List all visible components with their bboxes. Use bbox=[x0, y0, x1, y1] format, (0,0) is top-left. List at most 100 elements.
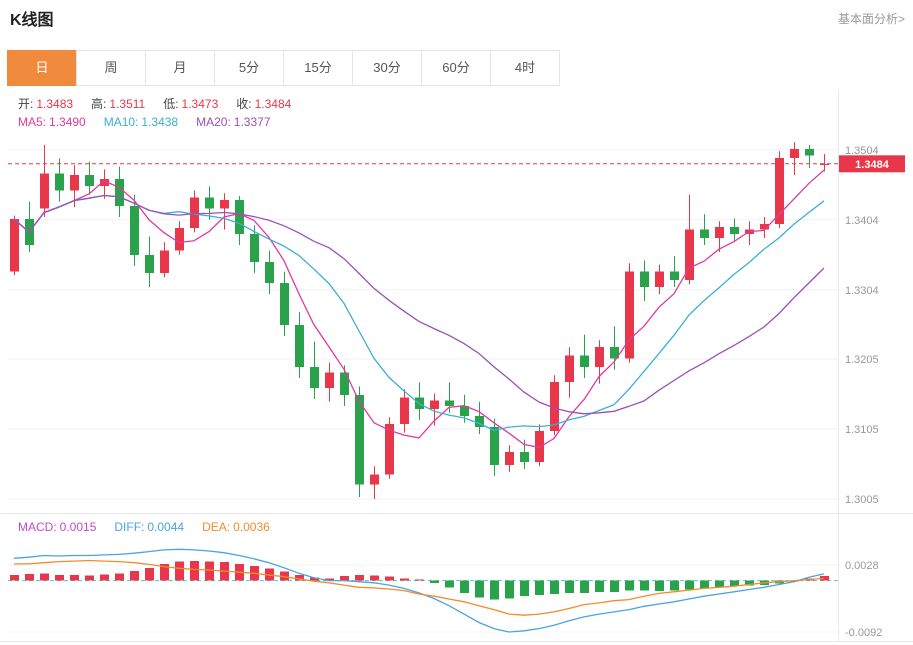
candle[interactable] bbox=[715, 226, 724, 238]
ma5-line bbox=[13, 169, 825, 449]
ma-info: MA5: 1.3490 MA10: 1.3438 MA20: 1.3377 bbox=[18, 115, 271, 129]
y-axis-label: 1.3504 bbox=[845, 145, 879, 157]
macd-bar bbox=[160, 563, 169, 581]
ohlc-info: 开: 1.3483 高: 1.3511 低: 1.3473 收: 1.3484 bbox=[18, 95, 291, 112]
macd-bar bbox=[430, 580, 439, 583]
y-axis-label: 1.3005 bbox=[845, 494, 879, 506]
candle[interactable] bbox=[100, 179, 109, 187]
candle[interactable] bbox=[70, 175, 79, 191]
macd-bar bbox=[55, 575, 64, 581]
candle[interactable] bbox=[460, 406, 469, 416]
candle[interactable] bbox=[220, 200, 229, 209]
candle[interactable] bbox=[775, 158, 784, 224]
y-axis-label: 1.3205 bbox=[845, 354, 879, 366]
candle[interactable] bbox=[475, 415, 484, 427]
candle[interactable] bbox=[700, 229, 709, 238]
macd-bar bbox=[25, 573, 34, 581]
candle[interactable] bbox=[310, 366, 319, 388]
candles-layer[interactable] bbox=[10, 142, 829, 500]
candle[interactable] bbox=[805, 149, 814, 156]
macd-bar bbox=[505, 580, 514, 599]
candle[interactable] bbox=[625, 271, 634, 359]
dea-value: DEA: 0.0036 bbox=[202, 520, 270, 534]
macd-bar bbox=[310, 577, 319, 581]
candle[interactable] bbox=[235, 200, 244, 234]
candle[interactable] bbox=[580, 355, 589, 367]
tab-4hour[interactable]: 4时 bbox=[490, 50, 560, 86]
candle[interactable] bbox=[340, 372, 349, 395]
macd-axis-label: -0.0092 bbox=[845, 627, 882, 639]
ma5-value: MA5: 1.3490 bbox=[18, 115, 86, 129]
tab-15min[interactable]: 15分 bbox=[283, 50, 353, 86]
candle[interactable] bbox=[205, 197, 214, 209]
candle[interactable] bbox=[115, 179, 124, 206]
tab-30min[interactable]: 30分 bbox=[352, 50, 422, 86]
candle[interactable] bbox=[385, 424, 394, 475]
macd-info: MACD: 0.0015 DIFF: 0.0044 DEA: 0.0036 bbox=[18, 520, 270, 534]
macd-bar bbox=[460, 580, 469, 593]
fundamental-analysis-link[interactable]: 基本面分析> bbox=[837, 11, 905, 26]
candle[interactable] bbox=[595, 347, 604, 367]
close-value: 收: 1.3484 bbox=[236, 97, 292, 111]
tab-60min[interactable]: 60分 bbox=[421, 50, 491, 86]
candle[interactable] bbox=[250, 233, 259, 262]
ma20-value: MA20: 1.3377 bbox=[196, 115, 271, 129]
candle[interactable] bbox=[400, 397, 409, 425]
candle[interactable] bbox=[325, 372, 334, 388]
candle[interactable] bbox=[295, 324, 304, 367]
macd-bar bbox=[490, 580, 499, 600]
candle[interactable] bbox=[685, 229, 694, 280]
candle[interactable] bbox=[790, 149, 799, 159]
candle[interactable] bbox=[160, 250, 169, 273]
tab-month[interactable]: 月 bbox=[145, 50, 215, 86]
candle[interactable] bbox=[280, 282, 289, 325]
candle[interactable] bbox=[640, 271, 649, 287]
macd-bar bbox=[205, 561, 214, 581]
candle[interactable] bbox=[55, 173, 64, 191]
tab-week[interactable]: 周 bbox=[76, 50, 146, 86]
high-value: 高: 1.3511 bbox=[91, 97, 146, 111]
candle[interactable] bbox=[265, 261, 274, 283]
candle[interactable] bbox=[505, 452, 514, 465]
candle[interactable] bbox=[85, 175, 94, 187]
candle[interactable] bbox=[610, 347, 619, 359]
candle[interactable] bbox=[730, 226, 739, 234]
candle[interactable] bbox=[445, 400, 454, 406]
macd-bar bbox=[700, 580, 709, 589]
macd-axis-label: 0.0028 bbox=[845, 560, 879, 572]
diff-line bbox=[13, 548, 825, 633]
macd-bar bbox=[580, 580, 589, 593]
candle[interactable] bbox=[820, 163, 829, 165]
candle[interactable] bbox=[175, 228, 184, 251]
candle[interactable] bbox=[565, 355, 574, 383]
macd-bar bbox=[40, 573, 49, 581]
candle[interactable] bbox=[355, 394, 364, 485]
macd-bar bbox=[190, 561, 199, 581]
low-value: 低: 1.3473 bbox=[163, 97, 219, 111]
candle[interactable] bbox=[655, 271, 664, 287]
macd-bar bbox=[610, 580, 619, 592]
macd-bar bbox=[640, 580, 649, 591]
candle[interactable] bbox=[520, 452, 529, 462]
macd-bar bbox=[385, 576, 394, 581]
tab-day[interactable]: 日 bbox=[7, 50, 77, 86]
candle[interactable] bbox=[430, 400, 439, 409]
current-price-label: 1.3484 bbox=[855, 159, 890, 171]
candle[interactable] bbox=[670, 271, 679, 280]
candle[interactable] bbox=[490, 427, 499, 465]
candle[interactable] bbox=[10, 219, 19, 272]
candle[interactable] bbox=[130, 205, 139, 255]
macd-bar bbox=[370, 575, 379, 581]
candle[interactable] bbox=[550, 382, 559, 432]
macd-bar bbox=[400, 578, 409, 581]
candle[interactable] bbox=[145, 254, 154, 273]
candle[interactable] bbox=[40, 173, 49, 209]
tab-5min[interactable]: 5分 bbox=[214, 50, 284, 86]
macd-layer[interactable]: 0.0028 -0.0092 bbox=[8, 548, 882, 639]
candle[interactable] bbox=[370, 474, 379, 485]
candle[interactable] bbox=[190, 197, 199, 229]
candle[interactable] bbox=[760, 224, 769, 230]
macd-bar bbox=[550, 580, 559, 594]
